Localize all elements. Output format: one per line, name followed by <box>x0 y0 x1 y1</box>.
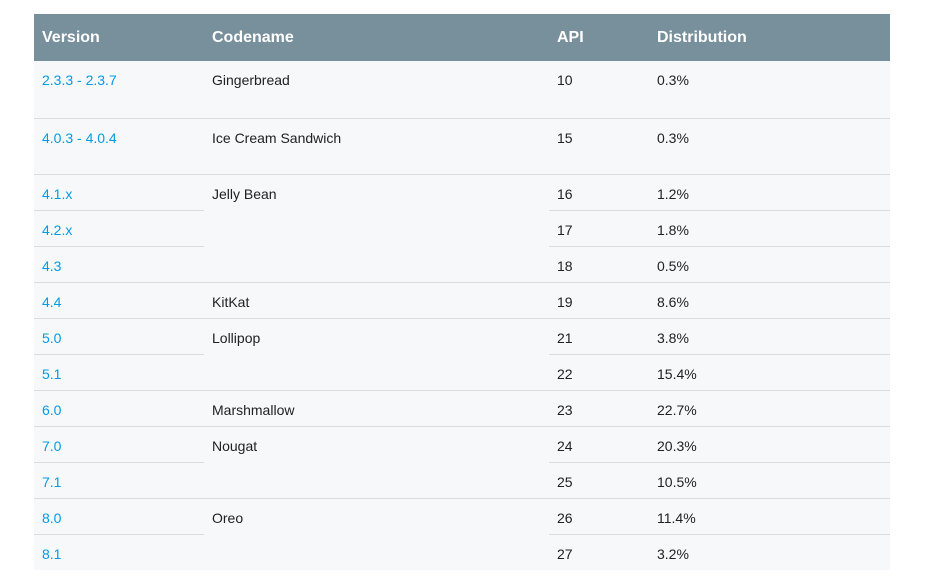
version-link[interactable]: 8.1 <box>42 545 62 562</box>
version-cell: 4.1.x <box>34 173 204 210</box>
distribution-cell: 20.3% <box>649 425 890 462</box>
codename-cell: Marshmallow <box>204 389 549 426</box>
api-cell: 24 <box>549 425 649 462</box>
api-cell: 17 <box>549 209 649 246</box>
table-row: 4.0.3 - 4.0.4 Ice Cream Sandwich 15 0.3% <box>34 117 890 174</box>
distribution-cell: 3.2% <box>649 533 890 570</box>
version-link[interactable]: 4.1.x <box>42 185 73 202</box>
version-link[interactable]: 4.2.x <box>42 221 73 238</box>
table-row: 4.4 KitKat 19 8.6% <box>34 281 890 318</box>
distribution-cell: 0.3% <box>649 117 890 174</box>
distribution-cell: 3.8% <box>649 317 890 354</box>
version-cell: 4.4 <box>34 281 204 318</box>
distribution-cell: 1.2% <box>649 173 890 210</box>
version-cell: 4.3 <box>34 245 204 282</box>
distribution-cell: 0.5% <box>649 245 890 282</box>
version-link[interactable]: 5.1 <box>42 365 62 382</box>
table-row: 8.1 27 3.2% <box>34 533 890 570</box>
table-row: 7.0 Nougat 24 20.3% <box>34 425 890 498</box>
table-row: 4.1.x Jelly Bean 16 1.2% <box>34 173 890 282</box>
distribution-cell: 8.6% <box>649 281 890 318</box>
version-link[interactable]: 4.3 <box>42 257 62 274</box>
version-cell: 5.0 <box>34 317 204 354</box>
version-cell: 6.0 <box>34 389 204 426</box>
distribution-cell: 15.4% <box>649 353 890 390</box>
api-cell: 21 <box>549 317 649 354</box>
api-cell: 16 <box>549 173 649 210</box>
version-cell: 7.0 <box>34 425 204 462</box>
distribution-cell: 0.3% <box>649 61 890 118</box>
version-link[interactable]: 5.0 <box>42 329 62 346</box>
table-row: 2.3.3 - 2.3.7 Gingerbread 10 0.3% <box>34 61 890 118</box>
api-cell: 22 <box>549 353 649 390</box>
version-link[interactable]: 2.3.3 - 2.3.7 <box>42 72 117 88</box>
version-link[interactable]: 4.4 <box>42 293 62 310</box>
codename-cell: Nougat <box>204 425 549 498</box>
version-cell: 8.1 <box>34 533 204 570</box>
header-codename: Codename <box>204 14 549 61</box>
codename-cell: Jelly Bean <box>204 173 549 282</box>
version-link[interactable]: 6.0 <box>42 401 62 418</box>
header-distribution: Distribution <box>649 14 890 61</box>
codename-cell: Gingerbread <box>204 61 549 118</box>
table-row: 4.3 18 0.5% <box>34 245 890 282</box>
version-link[interactable]: 4.0.3 - 4.0.4 <box>42 129 117 146</box>
api-cell: 23 <box>549 389 649 426</box>
table-row: 5.1 22 15.4% <box>34 353 890 390</box>
codename-cell: KitKat <box>204 281 549 318</box>
api-cell: 25 <box>549 461 649 498</box>
table-row: 4.2.x 17 1.8% <box>34 209 890 246</box>
table-row: 8.0 Oreo 26 11.4% <box>34 497 890 570</box>
codename-cell: Lollipop <box>204 317 549 390</box>
version-link[interactable]: 8.0 <box>42 509 62 526</box>
version-cell: 4.2.x <box>34 209 204 246</box>
distribution-cell: 11.4% <box>649 497 890 534</box>
api-cell: 18 <box>549 245 649 282</box>
distribution-cell: 22.7% <box>649 389 890 426</box>
distribution-cell: 10.5% <box>649 461 890 498</box>
api-cell: 15 <box>549 117 649 174</box>
version-cell: 8.0 <box>34 497 204 534</box>
header-api: API <box>549 14 649 61</box>
codename-cell: Ice Cream Sandwich <box>204 117 549 174</box>
api-cell: 27 <box>549 533 649 570</box>
version-cell: 5.1 <box>34 353 204 390</box>
api-cell: 19 <box>549 281 649 318</box>
distribution-table: Version Codename API Distribution 2.3.3 … <box>34 14 890 570</box>
version-link[interactable]: 7.1 <box>42 473 62 490</box>
header-version: Version <box>34 14 204 61</box>
version-link[interactable]: 7.0 <box>42 437 62 454</box>
version-cell: 2.3.3 - 2.3.7 <box>34 61 204 118</box>
table-row: 6.0 Marshmallow 23 22.7% <box>34 389 890 426</box>
codename-cell: Oreo <box>204 497 549 570</box>
api-cell: 26 <box>549 497 649 534</box>
table-header-row: Version Codename API Distribution <box>34 14 890 61</box>
version-cell: 4.0.3 - 4.0.4 <box>34 117 204 174</box>
version-cell: 7.1 <box>34 461 204 498</box>
distribution-cell: 1.8% <box>649 209 890 246</box>
table-row: 5.0 Lollipop 21 3.8% <box>34 317 890 390</box>
api-cell: 10 <box>549 61 649 118</box>
table-row: 7.1 25 10.5% <box>34 461 890 498</box>
